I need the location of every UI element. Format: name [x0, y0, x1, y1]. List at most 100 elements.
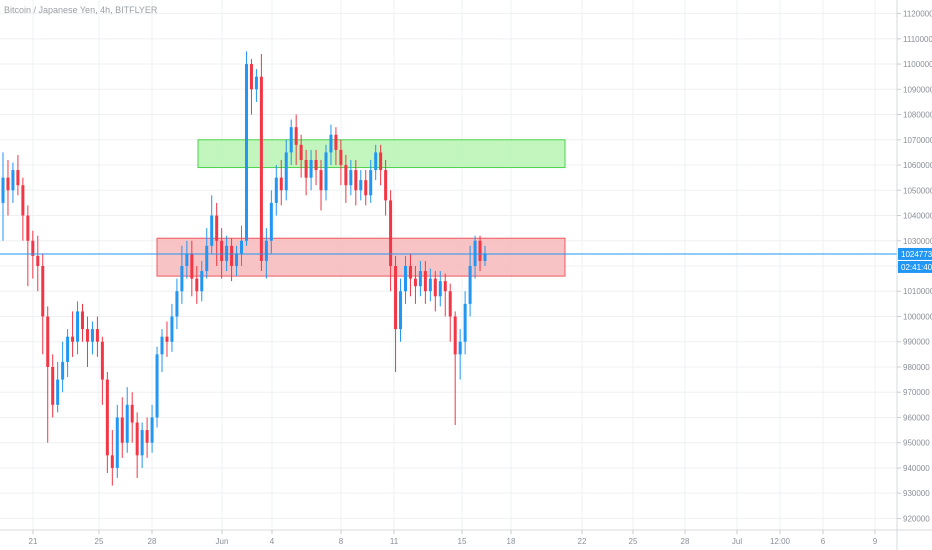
- time-tick-label: 12:00: [770, 537, 791, 546]
- price-tick-label: 970000: [903, 388, 930, 397]
- candle-body: [26, 215, 30, 241]
- candle-body: [354, 170, 358, 191]
- support-zone: [156, 237, 566, 277]
- price-tick-label: 1070000: [903, 136, 932, 145]
- candle-body: [344, 165, 348, 186]
- candle-body: [140, 430, 144, 456]
- time-tick-label: 11: [390, 537, 399, 546]
- candle-body: [90, 329, 94, 342]
- time-tick-label: Jul: [732, 537, 742, 546]
- time-tick-label: 28: [681, 537, 690, 546]
- candle-body: [394, 266, 398, 330]
- candles-layer: [1, 51, 487, 486]
- candle-body: [468, 266, 472, 304]
- candle-body: [205, 245, 209, 272]
- price-tick-label: 1060000: [903, 161, 932, 170]
- candle-body: [215, 215, 219, 241]
- candle-body: [195, 278, 199, 292]
- candle-body: [448, 291, 452, 317]
- candle-body: [85, 329, 89, 342]
- time-tick-label: 25: [629, 537, 638, 546]
- last-price-label: 1024773: [901, 250, 932, 259]
- time-axis[interactable]: 21 25 28 Jun 4 8 11 15 18 22 25 28 Jul 12:00 6 9: [29, 530, 878, 546]
- candle-body: [433, 278, 437, 297]
- candle-body: [110, 455, 114, 468]
- price-tick-label: 1090000: [903, 85, 932, 94]
- price-tick-label: 1040000: [903, 212, 932, 221]
- candle-body: [16, 170, 20, 186]
- candle-body: [438, 281, 442, 297]
- candle-body: [408, 266, 412, 279]
- candle-body: [165, 336, 169, 342]
- candle-body: [379, 152, 383, 171]
- price-tick-label: 1050000: [903, 186, 932, 195]
- candle-body: [294, 127, 298, 145]
- price-tick-label: 1010000: [903, 287, 932, 296]
- candle-body: [175, 291, 179, 317]
- candle-body: [289, 127, 293, 153]
- candle-body: [309, 159, 313, 178]
- price-tick-label: 1080000: [903, 111, 932, 120]
- zones-layer: [156, 139, 566, 277]
- candle-body: [115, 417, 119, 468]
- candle-body: [21, 185, 25, 216]
- candle-body: [453, 316, 457, 355]
- candle-body: [185, 253, 189, 266]
- time-tick-label: 6: [821, 537, 826, 546]
- candle-body: [264, 240, 268, 261]
- candle-body: [105, 379, 109, 456]
- candle-body: [36, 255, 40, 266]
- price-tick-label: 1030000: [903, 237, 932, 246]
- candle-body: [274, 177, 278, 203]
- candle-body: [100, 341, 104, 380]
- candle-body: [81, 311, 85, 330]
- price-tick-label: 1110000: [903, 35, 932, 44]
- candle-body: [46, 316, 50, 367]
- candle-body: [473, 240, 477, 266]
- countdown-badge: [898, 260, 932, 273]
- candle-body: [259, 76, 263, 261]
- candle-body: [160, 336, 164, 355]
- time-tick-label: 21: [29, 537, 38, 546]
- candle-body: [66, 336, 70, 362]
- time-tick-label: Jun: [216, 537, 229, 546]
- candle-body: [150, 417, 154, 443]
- candle-body: [51, 366, 55, 405]
- candle-body: [130, 404, 134, 423]
- candle-body: [389, 200, 393, 266]
- time-tick-label: 9: [873, 537, 878, 546]
- candle-body: [6, 177, 10, 191]
- candle-body: [41, 266, 45, 317]
- candle-body: [304, 159, 308, 178]
- time-tick-label: 22: [578, 537, 587, 546]
- price-tick-label: 1120000: [903, 10, 932, 19]
- candle-body: [334, 134, 338, 150]
- price-tags: 1024773 02:41:40: [898, 247, 932, 273]
- candle-body: [384, 170, 388, 201]
- candle-body: [249, 64, 253, 90]
- candle-body: [339, 149, 343, 166]
- candle-body: [369, 170, 373, 196]
- candle-body: [230, 245, 234, 266]
- candle-body: [210, 215, 214, 246]
- candle-body: [319, 170, 323, 191]
- price-tick-label: 990000: [903, 338, 930, 347]
- time-tick-label: 18: [507, 537, 516, 546]
- price-tick-label: 920000: [903, 514, 930, 523]
- candle-body: [478, 240, 482, 261]
- candle-body: [190, 253, 194, 279]
- time-tick-label: 4: [270, 537, 275, 546]
- candle-body: [399, 291, 403, 330]
- price-tick-label: 950000: [903, 439, 930, 448]
- candle-body: [413, 278, 417, 287]
- candle-body: [11, 170, 15, 191]
- candle-body: [423, 271, 427, 292]
- candle-body: [314, 159, 318, 171]
- candle-body: [374, 152, 378, 171]
- candle-body: [155, 354, 159, 418]
- price-tick-label: 1000000: [903, 312, 932, 321]
- candle-body: [428, 278, 432, 292]
- price-tick-label: 1100000: [903, 60, 932, 69]
